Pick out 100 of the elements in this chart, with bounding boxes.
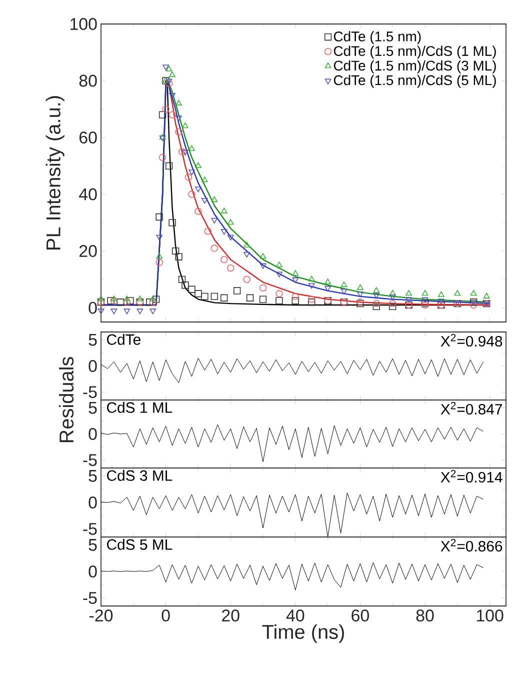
point — [373, 293, 380, 299]
point — [308, 296, 316, 303]
point — [156, 258, 163, 266]
y-tick-label: 5 — [88, 539, 97, 551]
y-tick-label: 40 — [79, 188, 97, 200]
point — [324, 286, 331, 292]
line-series — [101, 492, 484, 538]
point — [202, 176, 208, 182]
point — [244, 242, 250, 248]
point — [150, 296, 156, 302]
point — [220, 208, 228, 214]
point — [470, 290, 477, 296]
point — [406, 290, 412, 296]
point — [194, 208, 202, 215]
point — [227, 219, 234, 225]
point — [260, 253, 266, 259]
point — [373, 287, 380, 293]
point — [156, 234, 162, 240]
y-tick-label: 0 — [88, 428, 97, 440]
x-tick-label: 0 — [162, 610, 170, 622]
point — [422, 297, 428, 303]
x-axis-title: Time (ns) — [262, 624, 344, 643]
y-tick-label: -5 — [83, 523, 97, 535]
y-tick-label: 80 — [79, 74, 97, 87]
y-tick-label: 60 — [80, 132, 97, 144]
legend-label: CdTe (1.5 nm) — [334, 31, 421, 44]
point — [175, 128, 182, 136]
point — [276, 290, 283, 298]
point — [136, 296, 144, 302]
point — [188, 170, 195, 176]
point — [168, 219, 176, 226]
point — [454, 290, 461, 296]
x-tick-label: -20 — [90, 610, 113, 622]
annotation: CdS 3 ML — [107, 470, 172, 481]
point — [340, 288, 348, 294]
point — [211, 196, 218, 202]
point — [169, 92, 176, 99]
x-tick-label: 100 — [476, 610, 504, 622]
point — [195, 162, 202, 168]
point — [188, 190, 196, 198]
point — [98, 308, 104, 314]
point — [210, 244, 218, 252]
point — [220, 294, 228, 302]
point — [357, 284, 364, 290]
point — [178, 148, 186, 156]
point — [150, 308, 156, 314]
y-tick-label: -5 — [83, 386, 97, 398]
x-tick-label: 80 — [416, 610, 434, 622]
point — [389, 294, 396, 300]
point — [176, 100, 182, 106]
annotation: X$^{2}$=0.847 — [440, 402, 502, 415]
point — [483, 292, 490, 298]
point — [292, 270, 299, 276]
point — [292, 292, 299, 300]
point — [178, 276, 186, 284]
annotation: CdS 1 ML — [107, 402, 172, 413]
point — [110, 296, 118, 302]
annotation: CdS 5 ML — [107, 538, 172, 550]
point — [156, 213, 163, 221]
point — [406, 297, 412, 303]
point — [389, 300, 396, 308]
point — [292, 277, 299, 284]
point — [162, 64, 169, 70]
point — [227, 264, 234, 272]
point — [292, 297, 299, 304]
point — [158, 111, 166, 118]
point — [220, 229, 228, 235]
legend-label: CdTe (1.5 nm)/CdS (1 ML) — [334, 46, 496, 59]
point — [324, 278, 331, 284]
y-tick-label: 0 — [88, 302, 97, 314]
point — [204, 228, 212, 235]
annotation: X$^{2}$=0.914 — [440, 470, 502, 483]
point — [126, 297, 134, 304]
annotation: CdTe — [107, 334, 140, 345]
x-tick-label: 60 — [352, 610, 369, 622]
point — [260, 263, 266, 269]
point — [470, 301, 478, 309]
y-tick-label: -5 — [83, 454, 97, 466]
point — [172, 247, 180, 255]
point — [107, 297, 114, 304]
point — [201, 292, 208, 300]
point — [276, 262, 282, 268]
point — [246, 294, 254, 302]
point — [110, 297, 118, 304]
point — [210, 292, 218, 300]
point — [276, 297, 283, 304]
point — [308, 276, 315, 282]
point — [227, 234, 234, 240]
point — [124, 308, 130, 314]
y-tick-label: 0 — [88, 496, 97, 509]
point — [149, 298, 156, 306]
point — [438, 298, 444, 304]
point — [158, 154, 166, 161]
point — [243, 276, 250, 284]
point — [156, 253, 162, 259]
point — [308, 283, 315, 289]
point — [184, 174, 192, 181]
point — [202, 198, 208, 204]
annotation: X$^{2}$=0.866 — [440, 538, 502, 552]
point — [188, 145, 195, 151]
